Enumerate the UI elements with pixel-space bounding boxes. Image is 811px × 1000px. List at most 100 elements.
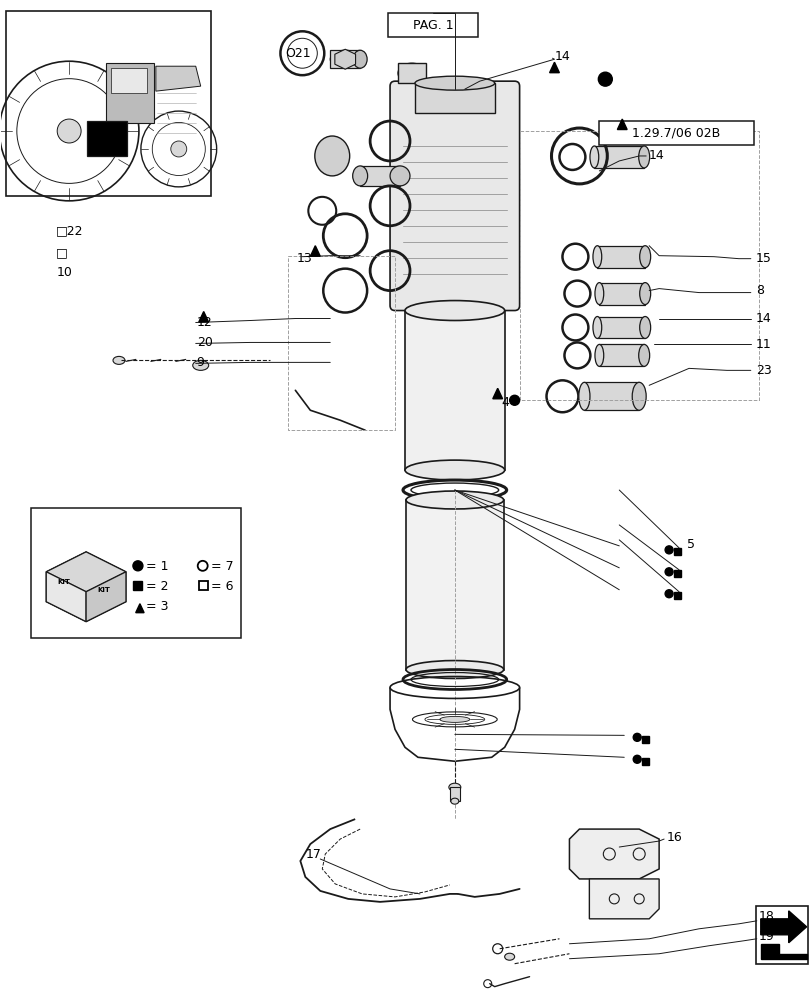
Polygon shape: [760, 911, 805, 943]
Bar: [406, 500, 503, 670]
Text: O21: O21: [285, 47, 311, 60]
Bar: [673, 570, 680, 577]
Circle shape: [57, 119, 81, 143]
Ellipse shape: [414, 76, 494, 90]
Text: KIT: KIT: [97, 587, 110, 593]
Ellipse shape: [192, 360, 208, 370]
Text: 12: 12: [196, 316, 212, 329]
Ellipse shape: [639, 283, 650, 305]
Text: 4: 4: [501, 396, 509, 409]
Bar: [32, 508, 240, 638]
Polygon shape: [86, 572, 126, 622]
Ellipse shape: [639, 246, 650, 268]
Ellipse shape: [406, 491, 503, 509]
Ellipse shape: [638, 146, 649, 168]
Ellipse shape: [352, 166, 367, 186]
Bar: [449, 787, 459, 801]
Polygon shape: [589, 879, 659, 919]
Ellipse shape: [113, 356, 125, 364]
Bar: [599, 283, 645, 305]
Polygon shape: [760, 944, 805, 959]
Bar: [597, 317, 645, 338]
Bar: [106, 63, 153, 123]
Ellipse shape: [639, 317, 650, 338]
Text: 14: 14: [648, 149, 664, 162]
Text: 16: 16: [667, 831, 682, 844]
Bar: [388, 13, 477, 37]
Text: 23: 23: [755, 364, 770, 377]
Ellipse shape: [594, 344, 603, 366]
Text: 8: 8: [755, 284, 763, 297]
Text: □: □: [56, 246, 68, 259]
Bar: [673, 548, 680, 555]
Polygon shape: [334, 49, 355, 69]
Ellipse shape: [397, 63, 426, 83]
Text: 10: 10: [56, 266, 72, 279]
Ellipse shape: [405, 301, 504, 320]
Bar: [405, 311, 504, 470]
Polygon shape: [46, 552, 126, 592]
Ellipse shape: [406, 661, 503, 679]
Text: PAG. 1: PAG. 1: [412, 19, 453, 32]
Bar: [330, 50, 360, 68]
Circle shape: [170, 141, 187, 157]
Ellipse shape: [450, 798, 458, 804]
Polygon shape: [86, 61, 200, 166]
Polygon shape: [135, 604, 144, 613]
Polygon shape: [310, 246, 320, 256]
Circle shape: [133, 561, 143, 571]
Ellipse shape: [353, 50, 367, 68]
Circle shape: [598, 72, 611, 86]
Text: □22: □22: [56, 224, 84, 237]
Polygon shape: [569, 829, 659, 879]
Bar: [397, 63, 426, 83]
Ellipse shape: [578, 382, 590, 410]
Bar: [6, 11, 210, 196]
Bar: [199, 581, 208, 590]
Bar: [755, 906, 807, 964]
Ellipse shape: [315, 136, 350, 176]
Text: = 1: = 1: [146, 560, 168, 573]
Ellipse shape: [440, 716, 470, 722]
Text: = 7: = 7: [210, 560, 233, 573]
Bar: [414, 83, 494, 113]
Ellipse shape: [389, 166, 410, 186]
Polygon shape: [46, 552, 126, 622]
Bar: [641, 736, 648, 743]
Polygon shape: [549, 62, 559, 73]
Text: 5: 5: [686, 538, 694, 551]
Bar: [599, 344, 643, 366]
Polygon shape: [46, 572, 86, 622]
Ellipse shape: [638, 344, 649, 366]
Polygon shape: [199, 312, 208, 322]
Bar: [673, 592, 680, 599]
Bar: [641, 758, 648, 765]
Circle shape: [509, 395, 519, 405]
Ellipse shape: [592, 246, 601, 268]
Text: 1.29.7/06 02B: 1.29.7/06 02B: [632, 127, 720, 140]
Ellipse shape: [330, 50, 360, 68]
Bar: [360, 166, 400, 186]
Ellipse shape: [504, 953, 514, 960]
Ellipse shape: [590, 146, 598, 168]
Polygon shape: [492, 388, 502, 399]
Circle shape: [664, 546, 672, 554]
Circle shape: [664, 568, 672, 576]
Text: 9: 9: [196, 356, 204, 369]
Bar: [584, 382, 638, 410]
Ellipse shape: [632, 382, 646, 410]
Polygon shape: [616, 119, 626, 130]
Circle shape: [633, 755, 641, 763]
Text: 15: 15: [755, 252, 770, 265]
Text: 20: 20: [196, 336, 212, 349]
Bar: [599, 121, 753, 145]
Bar: [594, 146, 643, 168]
Text: 18: 18: [757, 910, 774, 923]
Ellipse shape: [594, 283, 603, 305]
Polygon shape: [156, 66, 200, 91]
Text: 14: 14: [554, 50, 569, 63]
Ellipse shape: [592, 317, 601, 338]
Text: = 6: = 6: [210, 580, 233, 593]
Bar: [133, 581, 142, 590]
Text: 17: 17: [305, 848, 321, 861]
